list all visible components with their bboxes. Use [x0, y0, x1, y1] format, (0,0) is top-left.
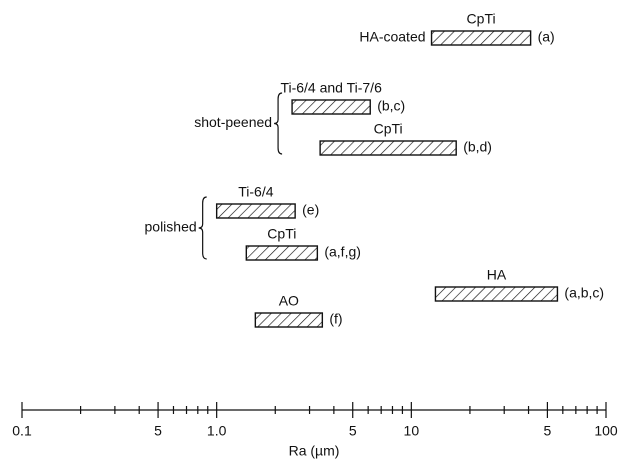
bar-note: (b,d)	[463, 139, 492, 155]
x-tick-label: 10	[404, 423, 420, 439]
x-tick-label: 100	[594, 423, 618, 439]
bar-label: HA	[487, 267, 507, 283]
bar-note: (a,b,c)	[564, 285, 604, 301]
bar-label: Ti-6/4 and Ti-7/6	[280, 80, 382, 96]
group-label: polished	[145, 219, 197, 235]
bar-note: (e)	[302, 202, 319, 218]
bar-label: CpTi	[467, 11, 496, 27]
bar-label: CpTi	[374, 121, 403, 137]
bar-label: CpTi	[267, 226, 296, 242]
x-tick-label: 5	[544, 423, 552, 439]
bar	[254, 312, 324, 328]
brace	[274, 92, 283, 155]
x-tick-label: 5	[349, 423, 357, 439]
bar-note: (f)	[329, 311, 342, 327]
bar	[319, 140, 457, 156]
bar	[291, 99, 371, 115]
x-tick-label: 5	[154, 423, 162, 439]
brace	[198, 196, 207, 260]
x-axis-label: Ra (µm)	[289, 443, 340, 459]
bar-note: (b,c)	[377, 98, 405, 114]
x-tick-label: 1.0	[207, 423, 227, 439]
bar-label: Ti-6/4	[238, 184, 273, 200]
bar	[245, 245, 319, 261]
bar	[434, 286, 559, 302]
group-label: shot-peened	[194, 114, 272, 130]
bar-label: AO	[279, 293, 299, 309]
x-tick-label: 0.1	[12, 423, 32, 439]
bar	[215, 203, 296, 219]
bar-note: (a,f,g)	[324, 244, 361, 260]
group-label: HA-coated	[359, 29, 425, 45]
bar	[430, 30, 532, 46]
bar-note: (a)	[538, 29, 555, 45]
